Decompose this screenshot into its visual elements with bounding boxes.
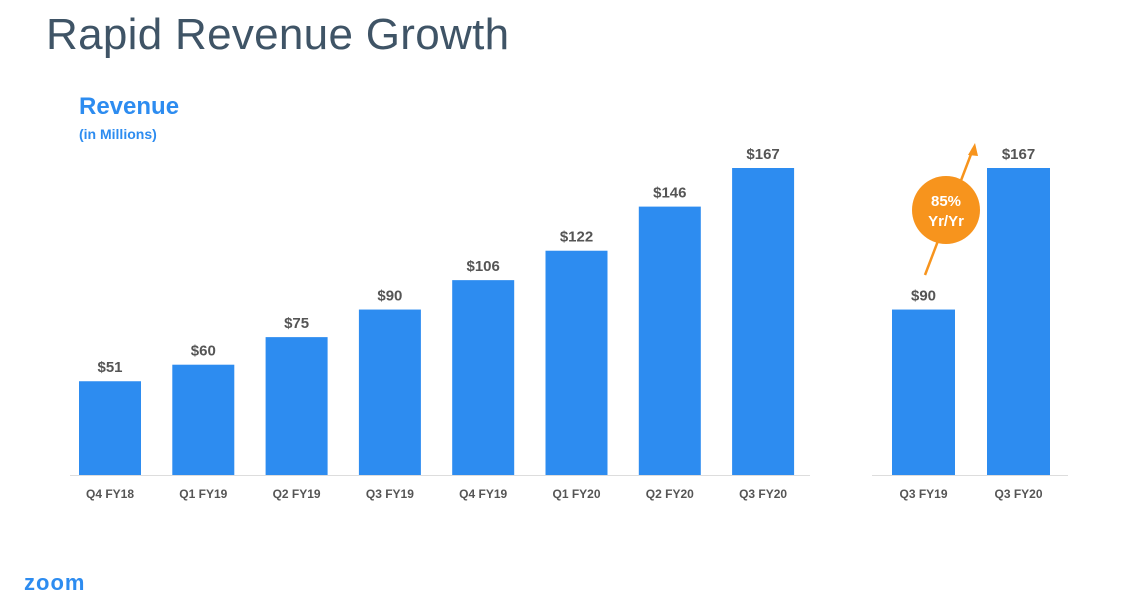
bar — [452, 280, 515, 475]
data-label: $90 — [377, 288, 402, 305]
x-tick-label: Q1 FY20 — [552, 487, 600, 501]
data-label: $167 — [1002, 146, 1035, 163]
growth-arrow-head-icon — [968, 143, 978, 156]
x-tick-label: Q4 FY18 — [86, 487, 134, 501]
growth-badge — [912, 176, 980, 244]
data-label: $167 — [746, 146, 779, 163]
data-label: $75 — [284, 315, 309, 332]
bar — [545, 250, 608, 475]
bar — [172, 364, 235, 475]
x-tick-label: Q1 FY19 — [179, 487, 227, 501]
data-label: $60 — [191, 343, 216, 360]
page-title: Rapid Revenue Growth — [46, 10, 510, 59]
bar — [265, 337, 328, 475]
bar — [79, 381, 141, 475]
zoom-logo: zoom — [24, 570, 86, 595]
bar — [638, 206, 701, 475]
revenue-chart: $51 Q4 FY18 $60 Q1 FY19 $75 Q2 FY19 $90 Q3 FY19… — [70, 143, 1068, 501]
x-tick-label: Q4 FY19 — [459, 487, 507, 501]
chart-title: Revenue — [79, 93, 180, 120]
bar — [987, 168, 1050, 475]
growth-period: Yr/Yr — [928, 213, 964, 230]
x-tick-label: Q2 FY20 — [646, 487, 694, 501]
data-label: $146 — [653, 185, 686, 202]
data-label: $90 — [911, 288, 936, 305]
data-label: $51 — [97, 359, 122, 376]
chart-subtitle: (in Millions) — [79, 126, 157, 142]
x-tick-label: Q2 FY19 — [273, 487, 321, 501]
x-tick-label: Q3 FY20 — [739, 487, 787, 501]
x-tick-label: Q3 FY19 — [366, 487, 414, 501]
growth-percent: 85% — [931, 193, 961, 210]
x-tick-label: Q3 FY20 — [994, 487, 1042, 501]
bar — [892, 309, 955, 475]
x-tick-label: Q3 FY19 — [899, 487, 947, 501]
data-label: $106 — [467, 258, 500, 275]
bar — [358, 309, 421, 475]
data-label: $122 — [560, 229, 593, 246]
bar — [732, 168, 795, 475]
